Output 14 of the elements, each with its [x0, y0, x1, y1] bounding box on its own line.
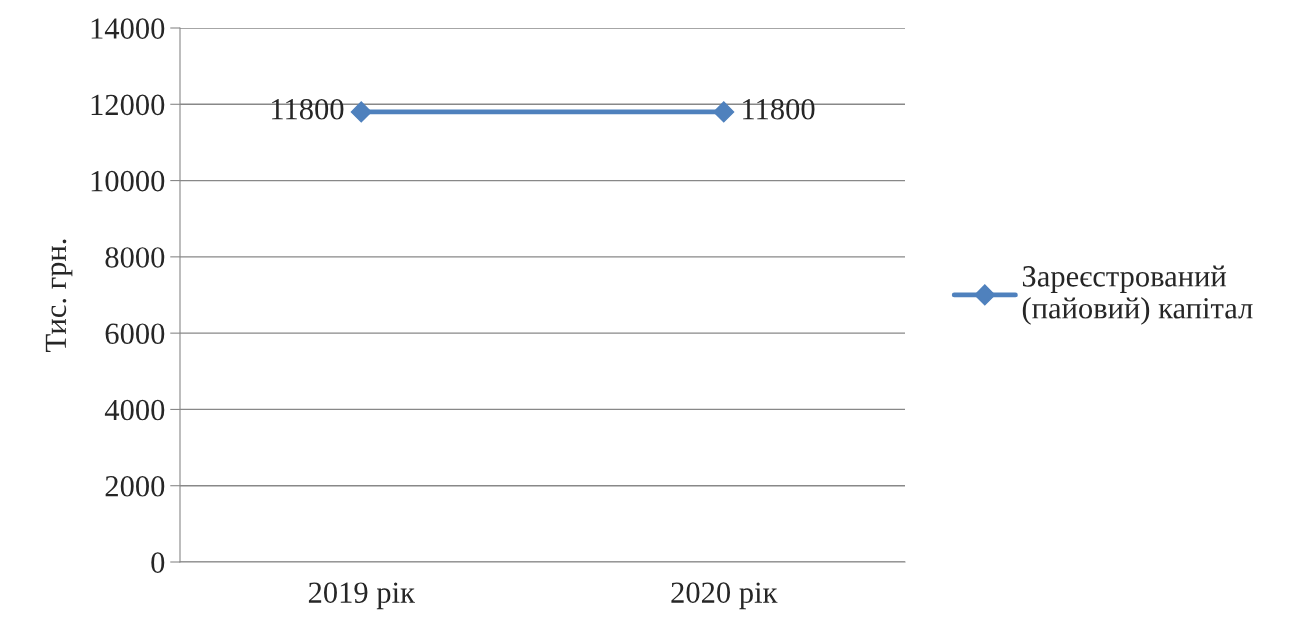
- y-tick-label: 4000: [104, 399, 165, 421]
- y-tick-label: 0: [151, 552, 165, 573]
- y-tick-label: 12000: [91, 94, 165, 116]
- y-tick-label: 10000: [91, 170, 165, 192]
- data-label: 11800: [272, 98, 344, 120]
- y-tick-label: 6000: [105, 323, 165, 345]
- x-tick-label: 2019 рік: [308, 582, 415, 610]
- x-tick-label: 2020 рік: [671, 582, 778, 610]
- y-tick-label: 2000: [105, 476, 165, 497]
- legend-label: Зареєстрований (пайовий) капітал: [1022, 265, 1253, 325]
- data-label: 11800: [743, 98, 815, 120]
- y-axis-title: Тис. грн.: [45, 239, 73, 352]
- y-tick-label: 14000: [91, 18, 165, 39]
- y-tick-label: 8000: [105, 247, 165, 268]
